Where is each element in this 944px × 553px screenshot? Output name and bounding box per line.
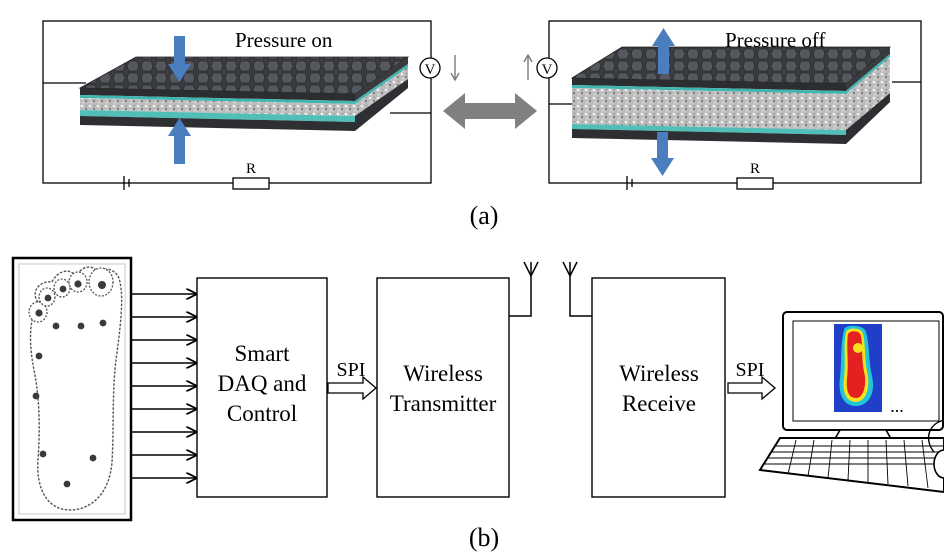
resistor-left: [232, 177, 270, 190]
press-up-arrow: [168, 118, 191, 164]
battery-left: [123, 176, 130, 190]
resistor-right-label: R: [750, 161, 760, 177]
computer-icon: ...: [758, 311, 944, 494]
spi-label-2: SPI: [736, 359, 765, 381]
sensor-signal-arrows: [131, 294, 196, 478]
wireless-transmitter-block: Wireless Transmitter: [376, 277, 510, 498]
release-up-arrow: [652, 28, 675, 74]
spi-arrow-1: [327, 375, 378, 401]
voltmeter-right: V: [536, 57, 558, 79]
wireless-receiver-block: Wireless Receive: [591, 277, 726, 498]
keyboard-icon: [758, 437, 944, 494]
sensor-relaxed: [570, 46, 892, 144]
voltmeter-left-label: V: [425, 62, 436, 78]
release-down-arrow: [651, 132, 674, 176]
mouse-cable: [927, 419, 944, 453]
transmitter-label-line1: Wireless: [403, 361, 483, 386]
pressure-off-title: Pressure off: [725, 28, 826, 52]
spi-link-2: SPI: [727, 359, 777, 401]
caption-a: (a): [470, 201, 499, 230]
sensor-points: [32, 280, 107, 488]
panel-a: V R Pressure on: [42, 20, 922, 230]
reversible-double-arrow: [443, 93, 537, 129]
voltmeter-left: V: [419, 57, 441, 79]
daq-label-line3: Control: [227, 401, 297, 426]
voltmeter-right-label: V: [542, 62, 553, 78]
transmitter-antenna-icon: [509, 261, 539, 317]
resistor-left-label: R: [246, 161, 256, 177]
circuit-wires-right: [549, 81, 921, 105]
pressure-on-title: Pressure on: [235, 28, 333, 52]
insole-sensor-map: [11, 256, 133, 522]
voltage-increase-arrow: [523, 53, 533, 80]
press-down-arrow: [168, 36, 191, 82]
voltage-decrease-arrow: [450, 55, 460, 82]
battery-right: [626, 176, 633, 190]
circuit-wires-left: [43, 82, 431, 114]
receiver-label-line1: Wireless: [619, 361, 699, 386]
receiver-antenna-icon: [562, 261, 592, 317]
daq-control-block: Smart DAQ and Control: [196, 277, 328, 498]
resistor-right: [736, 177, 774, 190]
mouse-icon: [933, 449, 944, 479]
spi-arrow-2: [727, 375, 777, 401]
monitor-ellipsis: ...: [890, 396, 904, 416]
transmitter-label-line2: Transmitter: [390, 391, 497, 416]
spi-label-1: SPI: [337, 359, 366, 381]
pressure-map-display: [834, 324, 882, 412]
circuit-frame-right: [548, 20, 922, 184]
pressure-off-cell: V R Pressure off: [523, 20, 922, 190]
panel-b: Smart DAQ and Control SPI Wireless Trans…: [11, 256, 944, 552]
spi-link-1: SPI: [327, 359, 378, 401]
sensor-compressed: [78, 56, 410, 131]
pressure-on-cell: V R Pressure on: [42, 20, 460, 190]
daq-label-line1: Smart: [235, 341, 291, 366]
daq-label-line2: DAQ and: [218, 371, 307, 396]
caption-b: (b): [469, 523, 499, 552]
receiver-label-line2: Receive: [622, 391, 696, 416]
